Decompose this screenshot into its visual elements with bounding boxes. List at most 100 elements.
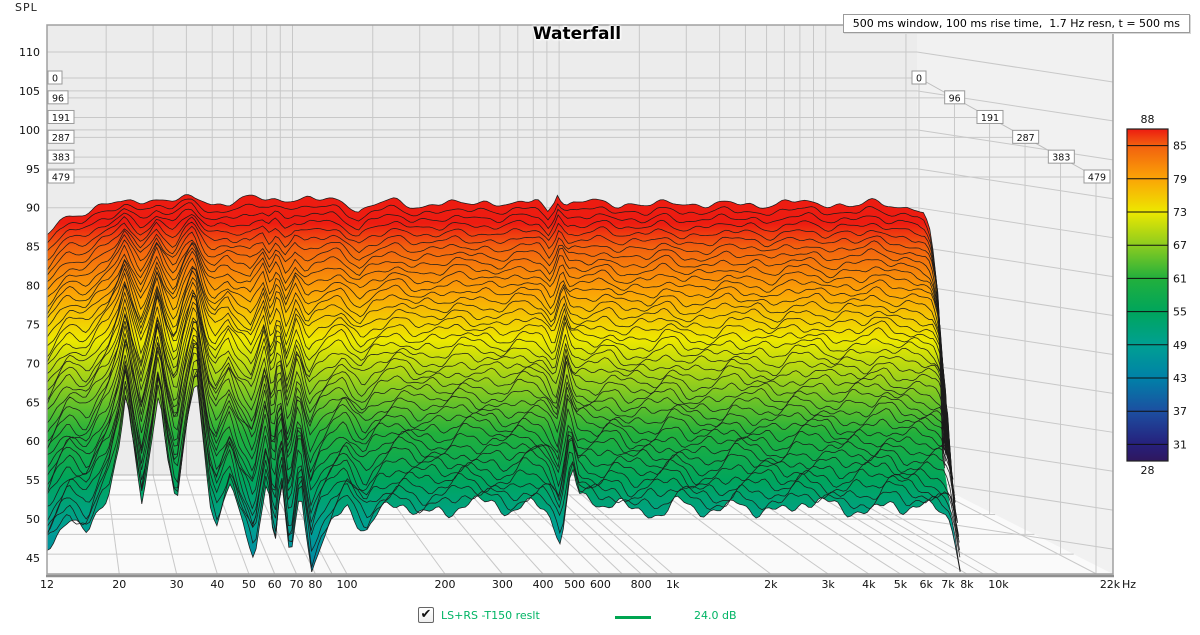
y-axis-tick-label: 70 — [26, 357, 40, 370]
color-scale-tick-label: 85 — [1173, 140, 1187, 153]
waterfall-surface — [47, 194, 961, 572]
color-scale-tick-label: 43 — [1173, 372, 1187, 385]
color-scale-max: 88 — [1141, 113, 1155, 126]
trace-label[interactable]: LS+RS -T150 reslt — [441, 609, 540, 622]
time-slice-label: 479 — [52, 173, 70, 184]
x-axis-tick-label: 10k — [988, 578, 1009, 591]
y-axis-tick-label: 100 — [19, 124, 40, 137]
time-slice-curve — [47, 368, 961, 558]
time-slice-curve — [47, 294, 955, 494]
time-slice-curve — [47, 321, 956, 503]
time-slice-curve — [47, 202, 946, 462]
time-slice-curve — [47, 327, 957, 521]
time-slice-curve — [47, 320, 957, 514]
color-scale-tick-label: 37 — [1173, 405, 1187, 418]
x-axis-tick-label: 1k — [666, 578, 680, 591]
time-slice-curve — [47, 250, 951, 466]
page-title: Waterfall — [532, 24, 622, 44]
time-slice-label: 0 — [916, 74, 922, 85]
time-slice-curve — [47, 247, 950, 465]
time-slice-label: 96 — [949, 93, 961, 104]
time-slice-label: 191 — [52, 113, 70, 124]
time-slice-label: 0 — [52, 74, 58, 85]
color-scale-tick-label: 49 — [1173, 339, 1187, 352]
x-axis-tick-label: 7k — [941, 578, 955, 591]
color-scale-tick-label: 61 — [1173, 272, 1187, 285]
time-slice-curve — [47, 239, 949, 458]
x-axis-tick-label: 22k — [1100, 578, 1121, 591]
time-slice-curve — [47, 341, 958, 523]
x-axis-unit: Hz — [1122, 578, 1136, 591]
plot-frame — [46, 24, 1114, 575]
y-axis-tick-label: 105 — [19, 85, 40, 98]
x-axis-tick-label: 300 — [492, 578, 513, 591]
time-slice-labels: 0 96 191 287 383 479 0 96 191 287 383 479 — [47, 70, 1111, 184]
time-slice-curve — [47, 359, 960, 537]
x-axis-tick-label: 8k — [960, 578, 974, 591]
time-slice-curve — [47, 194, 946, 469]
color-scale-tick-label: 55 — [1173, 306, 1187, 319]
time-slice-curve — [47, 225, 948, 459]
time-slice-curve — [47, 265, 951, 464]
trace-line-swatch — [615, 616, 651, 619]
x-axis-tick-label: 80 — [308, 578, 322, 591]
x-axis-tick-label: 70 — [289, 578, 303, 591]
y-axis-tick-label: 50 — [26, 513, 40, 526]
time-slice-label: 191 — [981, 113, 999, 124]
y-axis-tick-label: 85 — [26, 241, 40, 254]
time-slice-curve — [47, 342, 959, 534]
color-scale: 88 28 85 79 73 67 61 55 49 43 37 31 — [1126, 113, 1187, 477]
time-slice-curve — [47, 292, 954, 488]
x-axis-tick-label: 100 — [336, 578, 357, 591]
time-slice-label: 287 — [1017, 133, 1035, 144]
x-axis-tick-label: 12 — [40, 578, 54, 591]
time-slice-curve — [47, 270, 952, 475]
y-axis-tick-label: 90 — [26, 202, 40, 215]
y-axis-tick-label: 75 — [26, 318, 40, 331]
y-axis-tick-label: 60 — [26, 435, 40, 448]
legend-bar: ✔ LS+RS -T150 reslt 24.0 dB — [0, 604, 1200, 630]
x-axis-tick-label: 600 — [590, 578, 611, 591]
time-slice-label: 383 — [1052, 153, 1070, 164]
x-axis-tick-label: 40 — [210, 578, 224, 591]
color-scale-tick-label: 73 — [1173, 206, 1187, 219]
x-axis-tick-label: 50 — [242, 578, 256, 591]
axis-labels: 45 50 55 60 65 70 75 80 85 90 95 100 105 110 12 20 30 40 5… — [19, 46, 1136, 591]
x-axis-tick-label: 5k — [894, 578, 908, 591]
spl-axis-title: SPL — [15, 1, 38, 14]
y-axis-tick-label: 45 — [26, 552, 40, 565]
time-slice-curve — [47, 257, 951, 465]
x-axis-tick-label: 2k — [764, 578, 778, 591]
time-slice-curve — [47, 198, 946, 466]
time-slice-curve — [47, 241, 950, 462]
trace-level-value: 24.0 dB — [694, 609, 737, 622]
time-slice-label: 479 — [1088, 173, 1106, 184]
x-axis-tick-label: 3k — [821, 578, 835, 591]
time-slice-label: 383 — [52, 153, 70, 164]
measurement-info-box: 500 ms window, 100 ms rise time, 1.7 Hz … — [842, 14, 1190, 33]
time-slice-curve — [47, 281, 953, 478]
y-axis-tick-label: 55 — [26, 474, 40, 487]
time-slice-curve — [47, 277, 953, 475]
x-axis-tick-label: 500 — [564, 578, 585, 591]
x-axis-tick-label: 400 — [533, 578, 554, 591]
time-slice-curve — [47, 375, 961, 571]
y-axis-tick-label: 80 — [26, 280, 40, 293]
time-slice-label: 287 — [52, 133, 70, 144]
x-axis-tick-label: 200 — [435, 578, 456, 591]
x-axis-tick-label: 800 — [631, 578, 652, 591]
time-slice-curve — [47, 334, 957, 519]
trace-checkbox[interactable]: ✔ — [418, 607, 434, 623]
color-scale-tick-label: 67 — [1173, 239, 1187, 252]
time-slice-curve — [47, 213, 947, 454]
color-scale-tick-label: 31 — [1173, 438, 1187, 451]
time-slice-curve — [47, 267, 952, 470]
time-slice-curve — [47, 384, 961, 572]
y-axis-tick-label: 65 — [26, 396, 40, 409]
time-slice-curve — [47, 301, 955, 494]
time-slice-curve — [47, 231, 949, 460]
time-slice-label: 96 — [52, 93, 64, 104]
time-slice-curve — [47, 216, 948, 455]
